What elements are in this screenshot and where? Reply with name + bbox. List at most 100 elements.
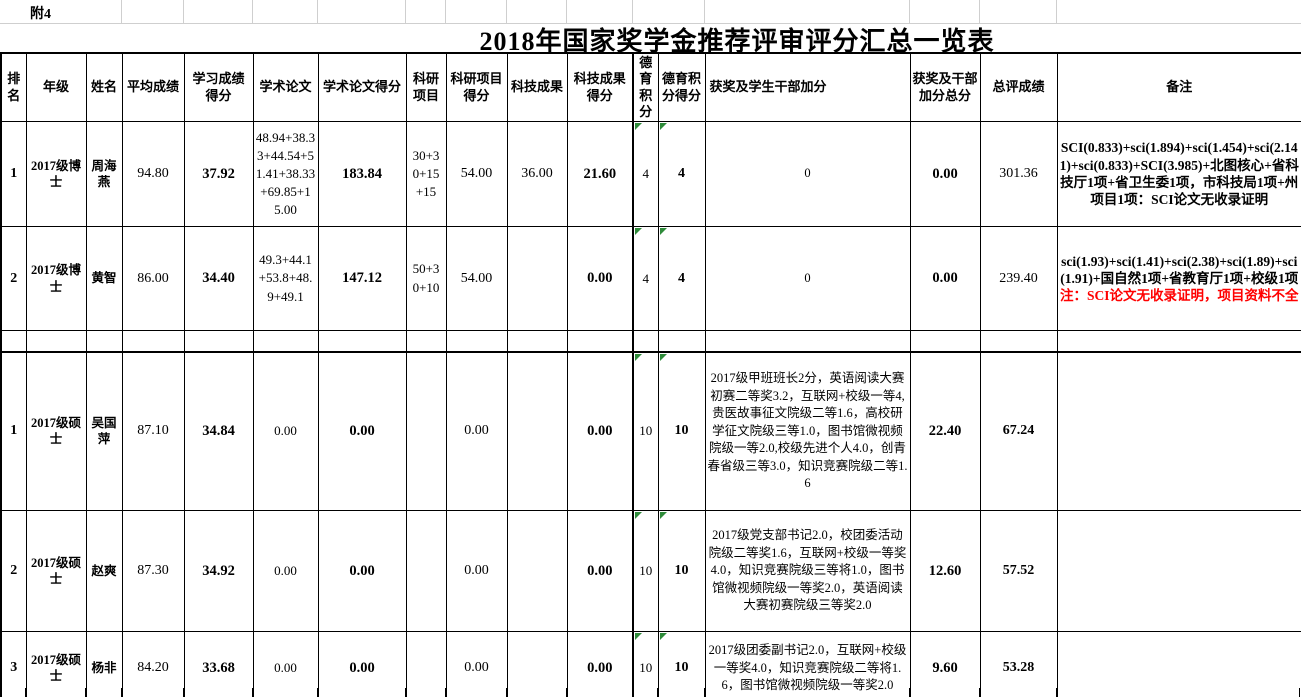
cell-awards[interactable]: 2017级团委副书记2.0，互联网+校级一等奖4.0，知识竞赛院级二等将1.6，… [704,631,911,697]
cell-total[interactable]: 67.24 [979,351,1058,511]
col-header-grade[interactable]: 年级 [25,52,87,122]
cell-achievement-score[interactable]: 0.00 [566,351,634,511]
cell-moral-points[interactable] [632,330,659,353]
cell-paper-score[interactable]: 0.00 [317,631,407,697]
cell-achievements[interactable] [506,226,568,331]
cell-avg-score[interactable]: 94.80 [121,121,185,227]
cell-papers[interactable]: 48.94+38.33+44.54+51.41+38.33+69.85+15.0… [252,121,319,227]
cell-avg-score[interactable]: 87.10 [121,351,185,511]
cell-achievements[interactable] [506,330,568,353]
cell-name[interactable]: 吴国萍 [85,351,123,511]
cell-grade[interactable] [25,330,87,353]
cell-projects[interactable] [405,631,447,697]
cell-awards-total[interactable]: 22.40 [909,351,981,511]
cell-moral-score[interactable]: 10 [657,510,706,632]
col-header-paper-score[interactable]: 学术论文得分 [317,52,407,122]
col-header-total[interactable]: 总评成绩 [979,52,1058,122]
cell-projects[interactable] [405,510,447,632]
cell-project-score[interactable]: 0.00 [445,510,508,632]
cell-projects[interactable] [405,351,447,511]
cell-awards-total[interactable] [909,330,981,353]
cell-awards-total[interactable]: 12.60 [909,510,981,632]
cell-achievements[interactable] [506,510,568,632]
cell-paper-score[interactable]: 183.84 [317,121,407,227]
cell-rank[interactable]: 2 [0,226,27,331]
cell-moral-score[interactable]: 4 [657,226,706,331]
col-header-moral-points[interactable]: 德育积分 [632,52,659,122]
cell-projects[interactable] [405,330,447,353]
col-header-avg-score[interactable]: 平均成绩 [121,52,185,122]
cell-project-score[interactable]: 0.00 [445,631,508,697]
cell-awards-total[interactable]: 0.00 [909,121,981,227]
cell-awards[interactable]: 2017级甲班班长2分，英语阅读大赛初赛二等奖3.2，互联网+校级一等4,贵医故… [704,351,911,511]
cell-grade[interactable]: 2017级硕士 [25,510,87,632]
cell-paper-score[interactable] [317,330,407,353]
cell-moral-points[interactable]: 10 [632,351,659,511]
cell-remarks[interactable] [1056,351,1301,511]
col-header-awards-total[interactable]: 获奖及干部加分总分 [909,52,981,122]
cell-study-score[interactable]: 34.92 [183,510,254,632]
cell-grade[interactable]: 2017级博士 [25,226,87,331]
cell-name[interactable]: 周海燕 [85,121,123,227]
cell-projects[interactable]: 30+30+15+15 [405,121,447,227]
cell-name[interactable]: 黄智 [85,226,123,331]
cell-moral-score[interactable]: 10 [657,631,706,697]
cell-study-score[interactable]: 33.68 [183,631,254,697]
cell-project-score[interactable]: 0.00 [445,351,508,511]
cell-project-score[interactable]: 54.00 [445,226,508,331]
cell-name[interactable]: 杨非 [85,631,123,697]
cell-total[interactable]: 239.40 [979,226,1058,331]
cell-rank[interactable]: 3 [0,631,27,697]
cell-rank[interactable] [0,330,27,353]
cell-avg-score[interactable] [121,330,185,353]
cell-awards[interactable]: 0 [704,226,911,331]
cell-achievement-score[interactable] [566,330,634,353]
col-header-papers[interactable]: 学术论文 [252,52,319,122]
cell-grade[interactable]: 2017级博士 [25,121,87,227]
cell-moral-points[interactable]: 4 [632,226,659,331]
cell-paper-score[interactable]: 0.00 [317,510,407,632]
cell-awards[interactable] [704,330,911,353]
col-header-projects[interactable]: 科研项目 [405,52,447,122]
cell-achievements[interactable] [506,631,568,697]
cell-moral-points[interactable]: 10 [632,631,659,697]
cell-avg-score[interactable]: 84.20 [121,631,185,697]
cell-name[interactable]: 赵爽 [85,510,123,632]
cell-remarks[interactable] [1056,631,1301,697]
cell-achievement-score[interactable]: 21.60 [566,121,634,227]
cell-remarks[interactable] [1056,330,1301,353]
cell-moral-score[interactable] [657,330,706,353]
cell-achievement-score[interactable]: 0.00 [566,510,634,632]
cell-achievement-score[interactable]: 0.00 [566,631,634,697]
cell-grade[interactable]: 2017级硕士 [25,631,87,697]
col-header-awards[interactable]: 获奖及学生干部加分 [704,52,911,122]
cell-moral-score[interactable]: 10 [657,351,706,511]
cell-awards-total[interactable]: 0.00 [909,226,981,331]
cell-study-score[interactable]: 34.84 [183,351,254,511]
cell-grade[interactable]: 2017级硕士 [25,351,87,511]
cell-moral-points[interactable]: 4 [632,121,659,227]
cell-achievements[interactable]: 36.00 [506,121,568,227]
cell-papers[interactable] [252,330,319,353]
col-header-remarks[interactable]: 备注 [1056,52,1301,122]
cell-papers[interactable]: 0.00 [252,631,319,697]
cell-papers[interactable]: 0.00 [252,351,319,511]
cell-moral-score[interactable]: 4 [657,121,706,227]
cell-achievements[interactable] [506,351,568,511]
cell-achievement-score[interactable]: 0.00 [566,226,634,331]
cell-papers[interactable]: 49.3+44.1+53.8+48.9+49.1 [252,226,319,331]
cell-avg-score[interactable]: 87.30 [121,510,185,632]
col-header-study-score[interactable]: 学习成绩得分 [183,52,254,122]
cell-project-score[interactable] [445,330,508,353]
cell-awards[interactable]: 0 [704,121,911,227]
cell-total[interactable]: 57.52 [979,510,1058,632]
cell-avg-score[interactable]: 86.00 [121,226,185,331]
cell-name[interactable] [85,330,123,353]
col-header-achievement-score[interactable]: 科技成果得分 [566,52,634,122]
cell-study-score[interactable]: 37.92 [183,121,254,227]
col-header-project-score[interactable]: 科研项目得分 [445,52,508,122]
cell-awards-total[interactable]: 9.60 [909,631,981,697]
cell-rank[interactable]: 2 [0,510,27,632]
cell-paper-score[interactable]: 0.00 [317,351,407,511]
cell-paper-score[interactable]: 147.12 [317,226,407,331]
